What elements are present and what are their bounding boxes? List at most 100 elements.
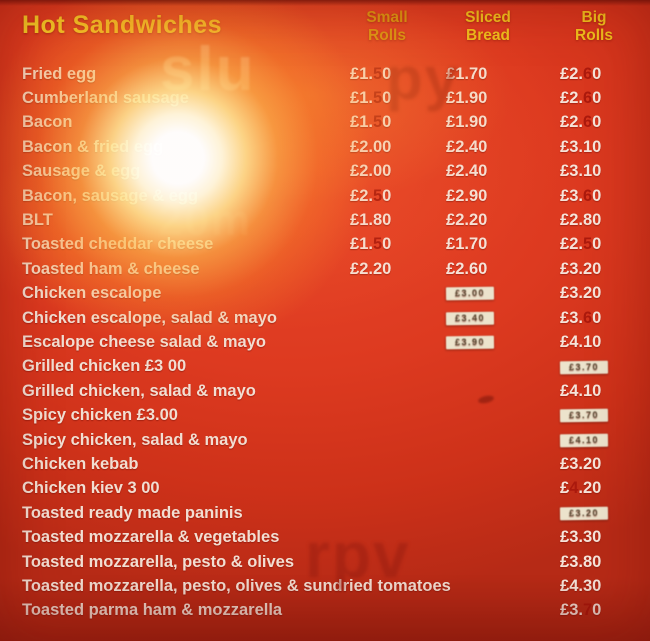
price-sticker: £4.10: [559, 433, 609, 448]
price-char: 6: [582, 186, 593, 205]
price-small: £1.50: [342, 65, 432, 84]
price-char: 1: [359, 89, 369, 108]
price-char: 2: [455, 259, 465, 278]
price-char: £: [560, 381, 570, 400]
menu-row: Grilled chicken, salad & mayo £4.10: [0, 379, 650, 403]
price-char: 2: [569, 89, 579, 108]
price-sliced: £3.00: [432, 284, 544, 303]
price-char: 4: [569, 479, 579, 498]
price-char: 2: [582, 259, 593, 278]
price-char: 3: [569, 186, 579, 205]
price-char: £: [560, 211, 570, 230]
price-char: 1: [359, 235, 369, 254]
price-char: 0: [382, 162, 392, 181]
menu-row: Toasted parma ham & mozzarella £3.70: [0, 599, 650, 623]
price-small: £1.50: [342, 113, 432, 132]
price-sliced: £1.90: [432, 89, 544, 108]
price-char: 3: [569, 162, 579, 181]
item-name: Bacon: [22, 113, 73, 132]
price-char: 7: [582, 601, 593, 620]
price-char: £: [560, 601, 570, 620]
price-char: 0: [592, 162, 602, 181]
price-char: 6: [582, 89, 593, 108]
menu-row: Fried egg £1.50 £1.70 £2.60: [0, 62, 650, 86]
price-sticker: £3.20: [559, 506, 609, 521]
price-char: 0: [592, 528, 602, 547]
price-sliced: £2.40: [432, 138, 544, 157]
price-char: 0: [478, 211, 488, 230]
item-name: Escalope cheese salad & mayo: [22, 332, 266, 351]
price-small: £1.50: [342, 89, 432, 108]
price-char: 1: [582, 332, 593, 351]
item-name: Spicy chicken £3.00: [22, 406, 178, 425]
price-char: £: [560, 235, 570, 254]
menu-row: BLT £1.80 £2.20 £2.80: [0, 208, 650, 232]
price-char: 5: [372, 235, 383, 254]
menu-rows: Fried egg £1.50 £1.70 £2.60 Cumberland sausa…: [0, 62, 650, 623]
price-char: 1: [359, 64, 369, 83]
price-char: 5: [372, 113, 383, 132]
price-char: 2: [372, 259, 383, 278]
price-char: 2: [582, 454, 593, 473]
column-header-line: Small: [366, 9, 408, 26]
price-big: £3.30: [544, 528, 644, 547]
price-big: £3.20: [544, 284, 644, 303]
price-big: £3.20: [544, 455, 644, 474]
price-big: £4.10: [544, 333, 644, 352]
price-char: 0: [592, 89, 602, 108]
price-char: 3: [569, 137, 579, 156]
price-char: 8: [372, 211, 383, 230]
price-char: 0: [592, 332, 602, 351]
price-sliced: £3.90: [432, 333, 544, 352]
menu-header: Hot Sandwiches Small Rolls Sliced Bread …: [0, 0, 650, 62]
price-char: 0: [592, 235, 602, 254]
column-header-line: Rolls: [368, 27, 406, 44]
price-char: 3: [569, 259, 579, 278]
menu-row: Toasted ham & cheese £2.20 £2.60 £3.20: [0, 257, 650, 281]
price-big: £3.20: [544, 504, 644, 523]
price-char: 0: [478, 137, 488, 156]
price-small: £2.20: [342, 260, 432, 279]
menu-row: Escalope cheese salad & mayo £3.90 £4.10: [0, 330, 650, 354]
price-char: 0: [372, 137, 383, 156]
price-char: 0: [592, 211, 602, 230]
price-char: 2: [455, 137, 465, 156]
price-char: 6: [582, 308, 593, 327]
price-char: £: [350, 89, 360, 108]
item-name: Spicy chicken, salad & mayo: [22, 430, 248, 449]
price-sticker: £3.40: [445, 311, 495, 326]
price-char: £: [560, 259, 570, 278]
price-char: £: [560, 576, 570, 595]
price-char: 2: [582, 284, 593, 303]
price-char: £: [446, 64, 456, 83]
price-sliced: £1.70: [432, 235, 544, 254]
price-sliced: £1.90: [432, 113, 544, 132]
price-char: 1: [455, 89, 465, 108]
price-big: £4.20: [544, 479, 644, 498]
price-char: 3: [569, 552, 579, 571]
column-header-line: Sliced: [465, 9, 511, 26]
item-name: Bacon & fried egg: [22, 137, 164, 156]
price-big: £3.10: [544, 162, 644, 181]
price-big: £2.60: [544, 113, 644, 132]
item-name: Cumberland sausage: [22, 89, 189, 108]
price-big: £4.30: [544, 577, 644, 596]
item-name: Chicken escalope: [22, 284, 162, 303]
price-small: £2.00: [342, 138, 432, 157]
price-big: £3.10: [544, 138, 644, 157]
price-char: 0: [478, 64, 488, 83]
price-char: 2: [359, 137, 369, 156]
page-title: Hot Sandwiches: [22, 11, 223, 39]
item-name: Fried egg: [22, 64, 97, 83]
price-char: 3: [582, 528, 593, 547]
price-big: £3.60: [544, 309, 644, 328]
price-char: 0: [478, 186, 488, 205]
price-char: 2: [455, 162, 465, 181]
menu-row: Chicken escalope £3.00 £3.20: [0, 282, 650, 306]
price-char: £: [560, 308, 570, 327]
price-char: £: [446, 186, 456, 205]
item-name: Toasted ham & cheese: [22, 259, 200, 278]
price-char: 4: [468, 162, 479, 181]
item-name: BLT: [22, 211, 53, 230]
